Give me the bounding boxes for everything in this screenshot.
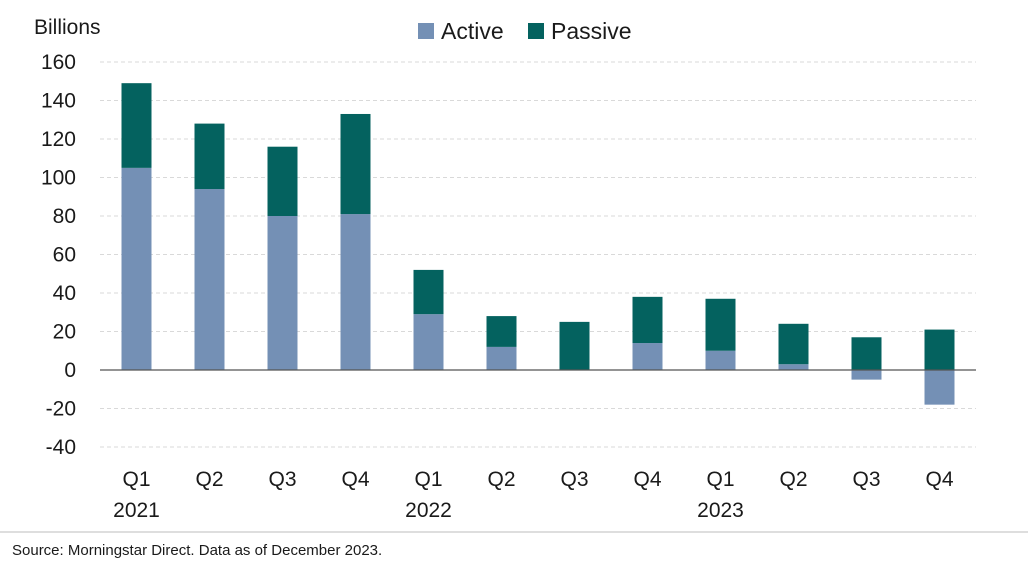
y-tick-label: 20 xyxy=(53,321,76,344)
y-tick-label: 140 xyxy=(41,90,76,113)
y-tick-label: 100 xyxy=(41,167,76,190)
y-tick-label: 160 xyxy=(41,51,76,74)
bar-active-3 xyxy=(267,216,298,370)
bar-passive-5 xyxy=(413,269,444,315)
y-tick-label: 0 xyxy=(64,359,76,382)
x-year-label: 2022 xyxy=(405,499,452,522)
x-tick-label: Q1 xyxy=(706,468,734,491)
bar-passive-1 xyxy=(121,83,152,168)
bar-passive-3 xyxy=(267,146,298,216)
legend-label-passive: Passive xyxy=(551,18,632,44)
x-tick-label: Q1 xyxy=(414,468,442,491)
bar-passive-11 xyxy=(851,337,882,370)
x-tick-label: Q3 xyxy=(560,468,588,491)
bar-active-6 xyxy=(486,346,517,370)
legend-swatch-active xyxy=(418,23,434,39)
bar-passive-12 xyxy=(924,329,955,370)
bar-passive-9 xyxy=(705,298,736,351)
legend: Active Passive xyxy=(418,18,632,44)
x-tick-label: Q3 xyxy=(268,468,296,491)
bar-passive-2 xyxy=(194,123,225,190)
bar-passive-10 xyxy=(778,323,809,365)
y-tick-label: 40 xyxy=(53,282,76,305)
bar-passive-6 xyxy=(486,316,517,347)
bar-active-8 xyxy=(632,343,663,370)
y-tick-label: 120 xyxy=(41,128,76,151)
x-tick-label: Q2 xyxy=(779,468,807,491)
bar-active-12 xyxy=(924,370,955,405)
x-tick-label: Q4 xyxy=(633,468,661,491)
gridlines xyxy=(100,61,976,448)
x-tick-label: Q4 xyxy=(341,468,369,491)
y-tick-label: -20 xyxy=(46,398,76,421)
x-tick-label: Q2 xyxy=(487,468,515,491)
bar-active-4 xyxy=(340,214,371,370)
bar-passive-4 xyxy=(340,113,371,215)
bar-passive-8 xyxy=(632,296,663,344)
x-tick-label: Q2 xyxy=(195,468,223,491)
bars xyxy=(121,83,955,405)
source-note: Source: Morningstar Direct. Data as of D… xyxy=(12,542,382,559)
bar-active-10 xyxy=(778,364,809,370)
legend-label-active: Active xyxy=(441,18,504,44)
y-axis-label: Billions xyxy=(34,16,101,39)
x-year-label: 2023 xyxy=(697,499,744,522)
x-tick-label: Q4 xyxy=(925,468,953,491)
bar-active-9 xyxy=(705,350,736,370)
y-tick-label: 60 xyxy=(53,244,76,267)
bar-active-2 xyxy=(194,189,225,370)
x-tick-label: Q3 xyxy=(852,468,880,491)
y-tick-label: 80 xyxy=(53,205,76,228)
legend-swatch-passive xyxy=(528,23,544,39)
x-tick-label: Q1 xyxy=(122,468,150,491)
x-year-label: 2021 xyxy=(113,499,160,522)
x-axis-ticks: Q1 Q2 Q3 Q4 Q1 Q2 Q3 Q4 Q1 Q2 Q3 Q4 2021 2022 2023 xyxy=(113,468,954,522)
y-axis-ticks: 160 140 120 100 80 60 40 20 0 -20 -40 xyxy=(41,51,76,459)
bar-active-11 xyxy=(851,370,882,380)
bar-active-5 xyxy=(413,314,444,370)
y-tick-label: -40 xyxy=(46,436,76,459)
bar-active-1 xyxy=(121,167,152,370)
bar-passive-7 xyxy=(559,321,590,370)
